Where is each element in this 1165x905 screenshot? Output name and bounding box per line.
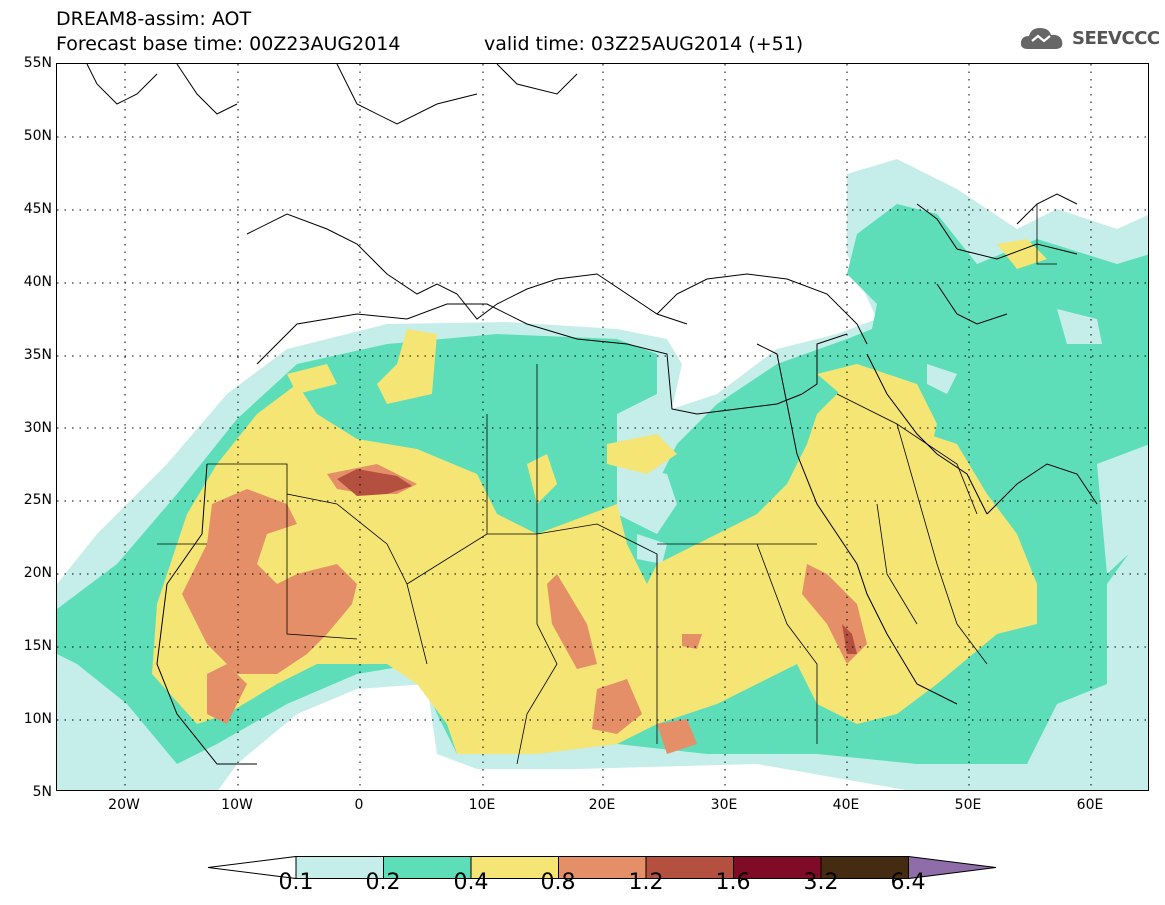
legend-label: 0.2 [365, 870, 401, 895]
lat-label: 35N [23, 347, 52, 363]
lon-label: 40E [832, 797, 860, 813]
aot-band-1.2 [337, 469, 412, 496]
lat-label: 40N [23, 274, 52, 290]
lat-label: 15N [23, 638, 52, 654]
lon-label: 60E [1076, 797, 1104, 813]
coastlines [57, 64, 1148, 790]
lon-label: 30E [710, 797, 738, 813]
legend-label: 1.2 [628, 870, 664, 895]
lon-label: 10E [468, 797, 496, 813]
lat-label: 10N [23, 711, 52, 727]
map-title: DREAM8-assim: AOT [56, 8, 252, 30]
lon-label: 50E [954, 797, 982, 813]
lon-label: 10W [221, 797, 253, 813]
valid-time: valid time: 03Z25AUG2014 (+51) [484, 33, 804, 55]
forecast-base-time: Forecast base time: 00Z23AUG2014 [56, 33, 401, 55]
legend-label: 0.1 [278, 870, 314, 895]
lon-label: 0 [354, 797, 364, 813]
lat-label: 20N [23, 565, 52, 581]
legend-label: 3.2 [803, 870, 839, 895]
seevccc-logo: SEEVCCC [1018, 22, 1160, 54]
legend-label: 6.4 [890, 870, 926, 895]
lat-label: 30N [23, 420, 52, 436]
legend-label: 1.6 [715, 870, 751, 895]
aot-map [56, 63, 1149, 791]
lat-label: 5N [32, 784, 52, 800]
legend-label: 0.4 [453, 870, 489, 895]
legend-colorbar [207, 855, 997, 880]
lat-label: 55N [23, 55, 52, 71]
logo-text: SEEVCCC [1072, 27, 1160, 49]
lat-label: 25N [23, 492, 52, 508]
lat-label: 45N [23, 201, 52, 217]
lat-label: 50N [23, 128, 52, 144]
aot-band-0.8 [182, 489, 357, 674]
lon-label: 20W [108, 797, 140, 813]
legend-arrow-right [908, 855, 997, 880]
cloud-icon [1020, 28, 1063, 49]
legend-label: 0.8 [540, 870, 576, 895]
lon-label: 20E [588, 797, 616, 813]
